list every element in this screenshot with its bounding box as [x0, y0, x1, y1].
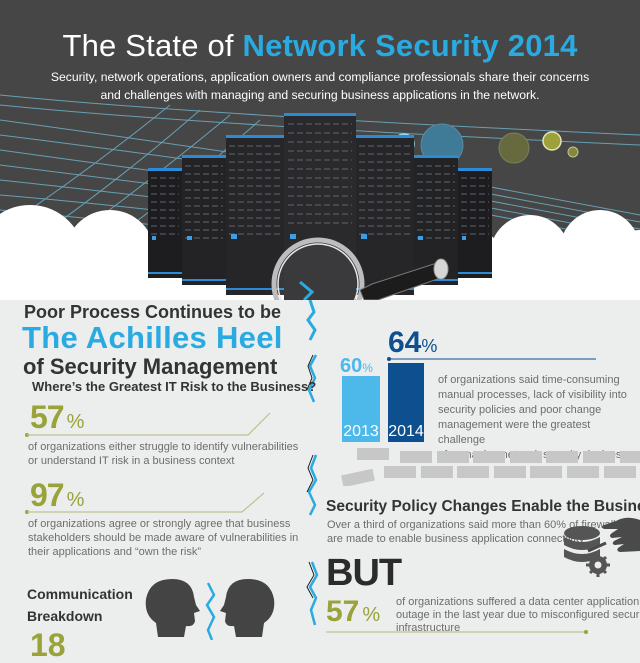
bar-2013-label: 2013 — [343, 423, 379, 440]
stat-text-line: their applications and “own the risk” — [28, 546, 202, 558]
description-line: security policies and poor change — [438, 404, 602, 416]
crack-icon — [306, 300, 319, 626]
but-text: of organizations suffered a data center … — [396, 596, 640, 635]
communication-line-1: Communication — [27, 586, 133, 602]
achilles-line-2: The Achilles Heel — [22, 320, 283, 355]
head-profile-icon — [145, 579, 275, 640]
but-underline — [326, 630, 588, 634]
bar-2014-unit: % — [421, 336, 438, 356]
server-rack-icon — [148, 113, 492, 300]
communication-line-2: Breakdown — [27, 608, 103, 624]
stat-text-line: of organizations either struggle to iden… — [28, 441, 299, 453]
policy-text-line: Over a third of organizations said more … — [327, 519, 640, 531]
policy-heading: Security Policy Changes Enable the Busin… — [326, 498, 640, 515]
bar-2014-rule — [387, 357, 596, 361]
bar-2014-value: 64 — [388, 326, 422, 359]
stat-text-line: of organizations agree or strongly agree… — [28, 518, 291, 530]
stat-value: 57 — [30, 399, 65, 435]
pointing-hand-icon — [587, 517, 640, 553]
stat-unit: % — [66, 411, 85, 433]
magnifying-glass-icon — [271, 237, 449, 300]
subtitle-line-2: and challenges with managing and securin… — [100, 88, 540, 102]
stat-unit: % — [66, 489, 85, 511]
subtitle-line-1: Security, network operations, applicatio… — [50, 70, 590, 84]
hero-banner: The State of Network Security 2014 Secur… — [0, 0, 640, 300]
but-text-line: infrastructure — [396, 622, 461, 634]
bar-2014 — [388, 363, 424, 442]
brick-wall-icon — [341, 448, 640, 486]
policy-text: Over a third of organizations said more … — [327, 518, 640, 546]
achilles-line-1: Poor Process Continues to be — [24, 302, 282, 322]
but-text-line: outage in the last year due to misconfig… — [396, 609, 640, 621]
policy-text-line: are made to enable business application … — [327, 533, 585, 545]
network-lines-illustration — [0, 94, 640, 300]
bar-2013 — [342, 376, 380, 442]
but-stat: 57% — [326, 596, 380, 631]
but-text-line: of organizations suffered a data center … — [396, 596, 640, 608]
achilles-question: Where’s the Greatest IT Risk to the Busi… — [32, 379, 317, 394]
description-line: of organizations said time-consuming — [438, 374, 620, 386]
bar-2014-label: 2014 — [388, 423, 424, 440]
bar-2013-unit: % — [362, 361, 373, 375]
stat-value: 97 — [30, 477, 65, 513]
description-line: manual processes, lack of visibility int… — [438, 389, 627, 401]
database-gear-icon — [564, 526, 610, 577]
but-label: BUT — [326, 552, 402, 594]
achilles-line-3: of Security Management — [23, 354, 278, 379]
stat-text-line: stakeholders should be made aware of vul… — [28, 532, 299, 544]
communication-heading: Communication Breakdown — [27, 583, 133, 627]
database-hand-illustration — [564, 517, 640, 577]
page-title: The State of Network Security 2014 — [0, 28, 640, 64]
but-unit: % — [362, 604, 381, 626]
stat-underline — [25, 412, 271, 437]
stat-underline — [25, 492, 265, 514]
communication-value: 18 — [30, 627, 66, 663]
title-plain: The State of — [62, 28, 243, 63]
page-subtitle: Security, network operations, applicatio… — [40, 68, 600, 104]
but-value: 57 — [326, 595, 360, 628]
stat-text-line: or understand IT risk in a business cont… — [28, 455, 235, 467]
title-highlight: Network Security 2014 — [242, 28, 578, 63]
description-line: management were the greatest challenge — [438, 419, 591, 446]
bar-2013-value: 60 — [340, 355, 363, 377]
